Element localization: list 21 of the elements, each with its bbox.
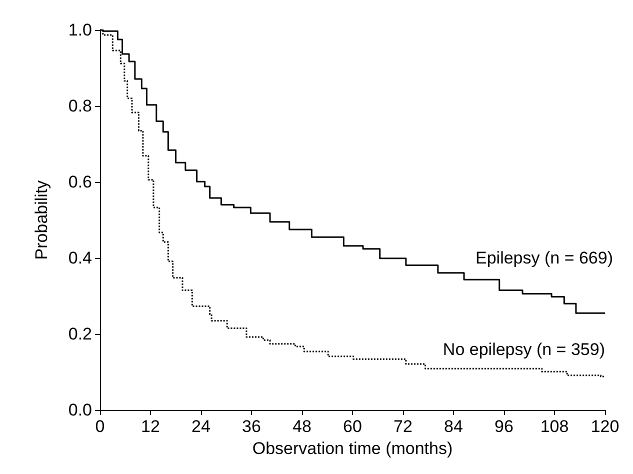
y-tick-label: 0.2 bbox=[68, 324, 92, 344]
x-tick-label: 84 bbox=[444, 417, 463, 436]
x-tick-label: 24 bbox=[192, 417, 210, 436]
x-tick-label: 120 bbox=[590, 417, 620, 436]
x-tick-label: 48 bbox=[292, 417, 312, 436]
series-label: No epilepsy (n = 359) bbox=[442, 340, 605, 360]
y-tick-label: 0.4 bbox=[68, 248, 92, 268]
y-tick-label: 0.0 bbox=[68, 400, 92, 420]
y-tick-label: 0.8 bbox=[68, 96, 92, 116]
x-tick-label: 72 bbox=[394, 417, 412, 436]
y-axis-title: Probability bbox=[32, 180, 51, 260]
y-tick-label: 1.0 bbox=[68, 20, 92, 40]
x-tick-label: 12 bbox=[141, 417, 160, 436]
x-tick-label: 60 bbox=[343, 417, 362, 436]
y-tick-label: 0.6 bbox=[68, 172, 92, 192]
series-label: Epilepsy (n = 669) bbox=[476, 248, 613, 268]
x-tick-label: 36 bbox=[242, 417, 261, 436]
x-tick-label: 0 bbox=[95, 417, 105, 436]
x-axis-title: Observation time (months) bbox=[252, 439, 453, 458]
x-tick-label: 108 bbox=[540, 417, 569, 436]
x-tick-label: 96 bbox=[494, 417, 514, 436]
